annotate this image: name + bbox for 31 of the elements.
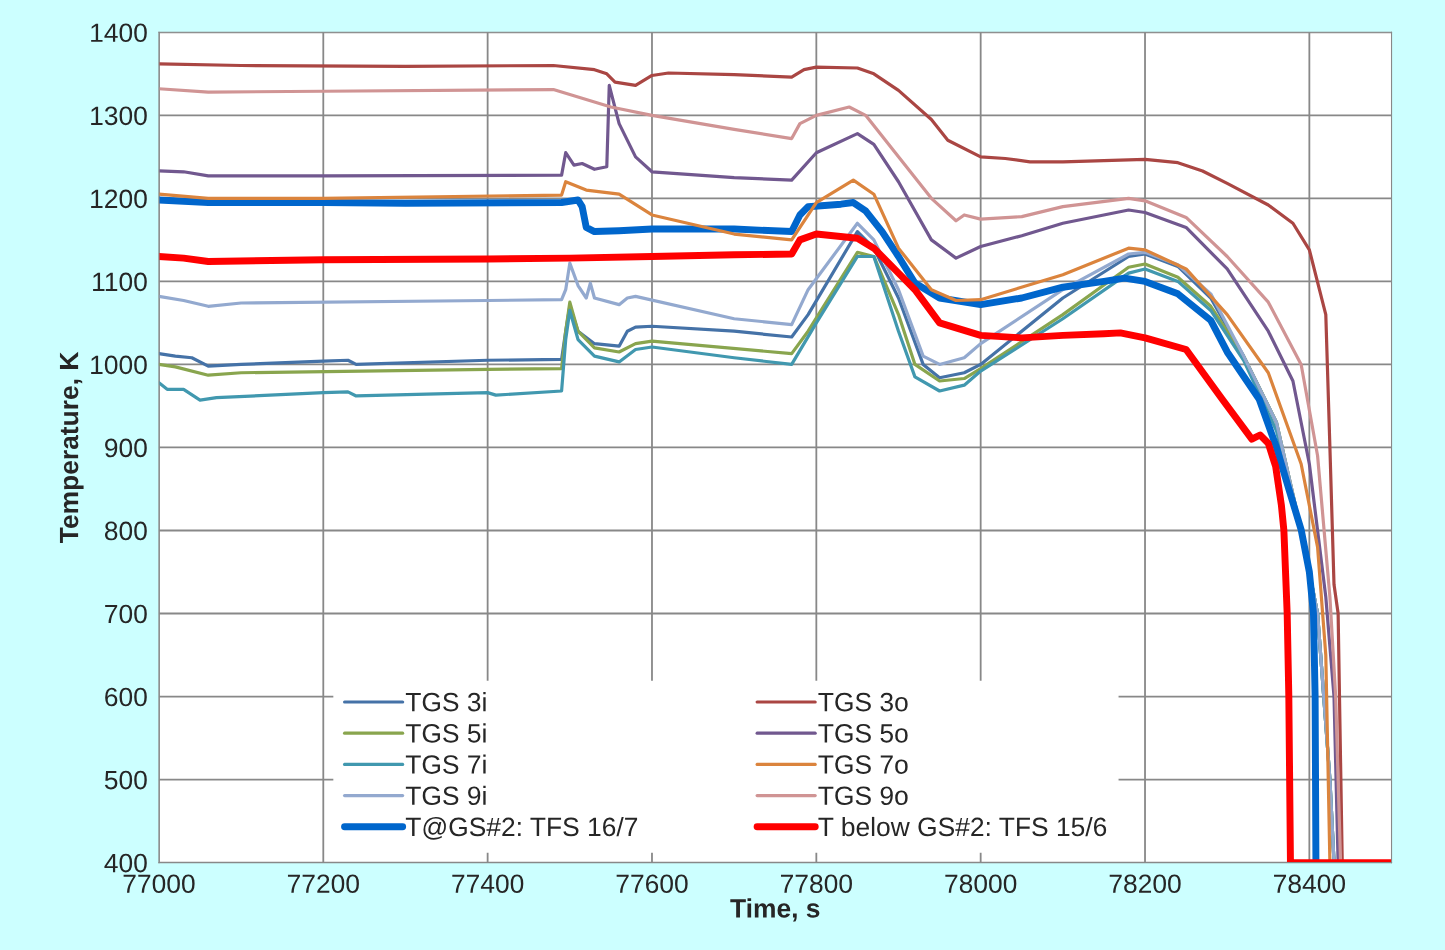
legend-label: TGS 9i: [405, 785, 486, 806]
x-axis-title: Time, s: [730, 898, 820, 922]
x-tick-label: 77600: [616, 874, 688, 894]
legend-label: TGS 7o: [818, 755, 908, 774]
x-tick-label: 78400: [1274, 874, 1346, 894]
y-tick-label: 1400: [91, 23, 147, 43]
x-tick-label: 78200: [1109, 874, 1181, 894]
x-tick-label: 77000: [123, 874, 195, 894]
legend-label: TGS 5i: [405, 723, 486, 743]
y-axis-title: Temperature, K: [59, 351, 84, 543]
x-tick-label: 78000: [945, 874, 1017, 894]
y-tick-label: 500: [104, 770, 147, 790]
legend-label: T@GS#2: TFS 16/7: [405, 816, 638, 840]
legend-label: TGS 5o: [818, 724, 908, 743]
x-tick-label: 77200: [287, 874, 359, 894]
legend-label: T below GS#2: TFS 15/6: [818, 816, 1107, 837]
y-tick-label: 600: [105, 687, 147, 707]
legend-label: TGS 3o: [818, 692, 908, 712]
legend-label: TGS 3i: [405, 692, 486, 712]
y-tick-label: 1300: [91, 106, 147, 126]
legend-label: TGS 7i: [405, 754, 486, 774]
y-tick-label: 1100: [93, 272, 147, 292]
y-tick-label: 900: [105, 438, 147, 458]
y-tick-label: 400: [104, 853, 147, 873]
y-tick-label: 700: [105, 604, 147, 624]
legend-label: TGS 9o: [818, 786, 908, 806]
y-tick-label: 1200: [91, 189, 147, 209]
y-tick-label: 1000: [91, 355, 147, 375]
y-tick-label: 800: [104, 521, 147, 541]
x-tick-label: 77400: [452, 874, 524, 894]
x-tick-label: 77800: [780, 874, 852, 894]
